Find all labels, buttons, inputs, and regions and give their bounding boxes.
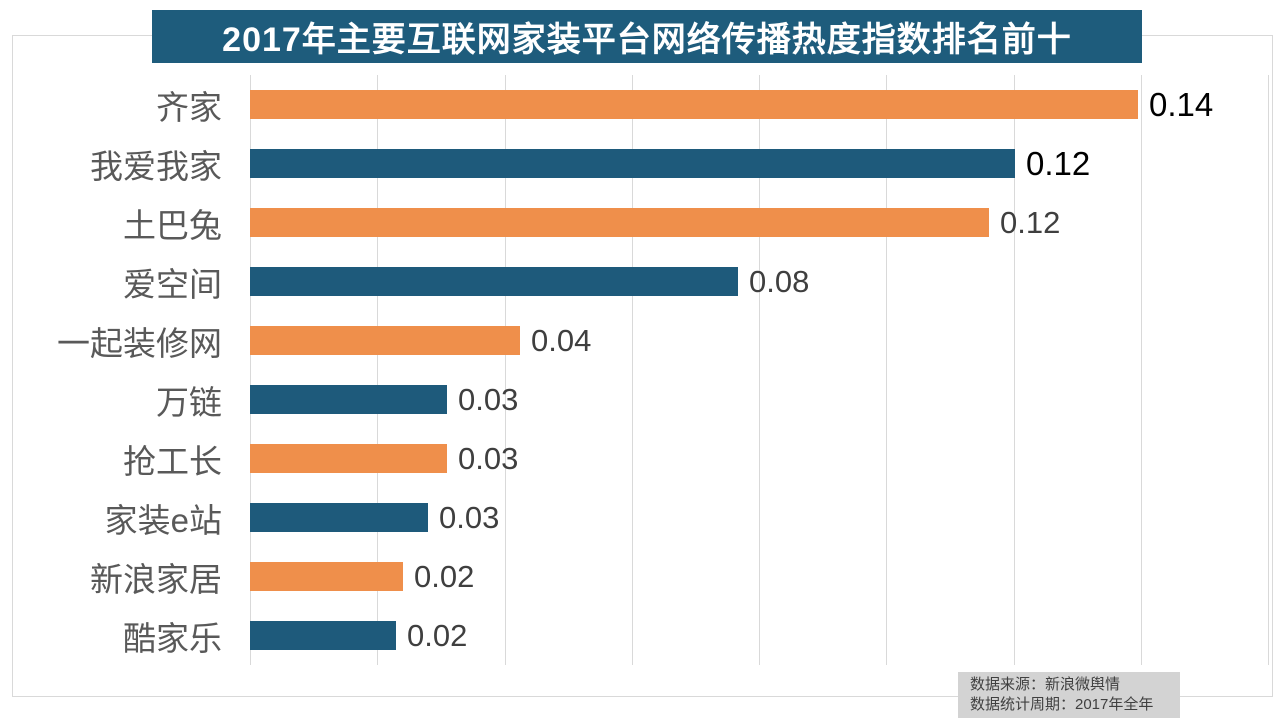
category-label: 一起装修网 (57, 324, 222, 362)
gridline (1014, 75, 1015, 665)
value-label: 0.02 (407, 617, 468, 653)
value-label: 0.02 (414, 558, 475, 594)
value-label: 0.04 (531, 322, 592, 358)
bar-rows: 齐家 0.14 我爱我家 0.12 土巴兔 0.12 爱空间 0.08 一起装修网 0.04 万链 0… (12, 75, 1273, 665)
category-label: 抢工长 (123, 442, 222, 480)
category-label: 土巴兔 (123, 206, 222, 244)
gridline (377, 75, 378, 665)
bar-row: 家装e站 0.03 (12, 488, 1273, 547)
value-label: 0.03 (458, 440, 519, 476)
category-label: 酷家乐 (123, 619, 222, 657)
bar-zone: 0.04 (250, 311, 1273, 370)
bar-zone: 0.08 (250, 252, 1273, 311)
data-period-line: 数据统计周期：2017年全年 (970, 696, 1154, 713)
bar-7 (250, 503, 428, 532)
gridline (250, 75, 251, 665)
gridlines (250, 75, 1269, 665)
category-label: 万链 (156, 383, 222, 421)
gridline (505, 75, 506, 665)
value-label: 0.08 (749, 263, 810, 299)
bar-6 (250, 444, 447, 473)
bar-zone: 0.02 (250, 547, 1273, 606)
bar-zone: 0.03 (250, 370, 1273, 429)
bar-row: 抢工长 0.03 (12, 429, 1273, 488)
gridline (759, 75, 760, 665)
value-label: 0.12 (1026, 144, 1091, 182)
data-source-line: 数据来源：新浪微舆情 (970, 676, 1121, 693)
gridline (632, 75, 633, 665)
category-label: 新浪家居 (90, 560, 222, 598)
bar-zone: 0.03 (250, 429, 1273, 488)
chart-frame (12, 35, 1273, 697)
gridline (1268, 75, 1269, 665)
bar-5 (250, 385, 447, 414)
bar-zone: 0.02 (250, 606, 1273, 665)
chart-title-bar: 2017年主要互联网家装平台网络传播热度指数排名前十 (152, 10, 1142, 63)
bar-row: 齐家 0.14 (12, 75, 1273, 134)
category-label: 爱空间 (123, 265, 222, 303)
bar-zone: 0.03 (250, 488, 1273, 547)
bar-zone: 0.12 (250, 193, 1273, 252)
bar-row: 一起装修网 0.04 (12, 311, 1273, 370)
bar-9 (250, 621, 396, 650)
gridline (886, 75, 887, 665)
gridline (1141, 75, 1142, 665)
bar-row: 爱空间 0.08 (12, 252, 1273, 311)
bar-zone: 0.12 (250, 134, 1273, 193)
bar-0 (250, 90, 1138, 119)
bar-zone: 0.14 (250, 75, 1273, 134)
value-label: 0.12 (1000, 204, 1061, 240)
chart-title: 2017年主要互联网家装平台网络传播热度指数排名前十 (222, 21, 1072, 59)
value-label: 0.03 (458, 381, 519, 417)
bar-1 (250, 149, 1015, 178)
value-label: 0.03 (439, 499, 500, 535)
bar-4 (250, 326, 520, 355)
bar-row: 万链 0.03 (12, 370, 1273, 429)
bar-2 (250, 208, 989, 237)
bar-3 (250, 267, 738, 296)
bar-row: 我爱我家 0.12 (12, 134, 1273, 193)
bar-row: 酷家乐 0.02 (12, 606, 1273, 665)
category-label: 齐家 (156, 88, 222, 126)
bar-row: 新浪家居 0.02 (12, 547, 1273, 606)
bar-row: 土巴兔 0.12 (12, 193, 1273, 252)
value-label: 0.14 (1149, 85, 1214, 123)
data-source-box: 数据来源：新浪微舆情 数据统计周期：2017年全年 (958, 672, 1180, 718)
category-label: 家装e站 (104, 501, 222, 539)
category-label: 我爱我家 (90, 147, 222, 185)
bar-8 (250, 562, 403, 591)
